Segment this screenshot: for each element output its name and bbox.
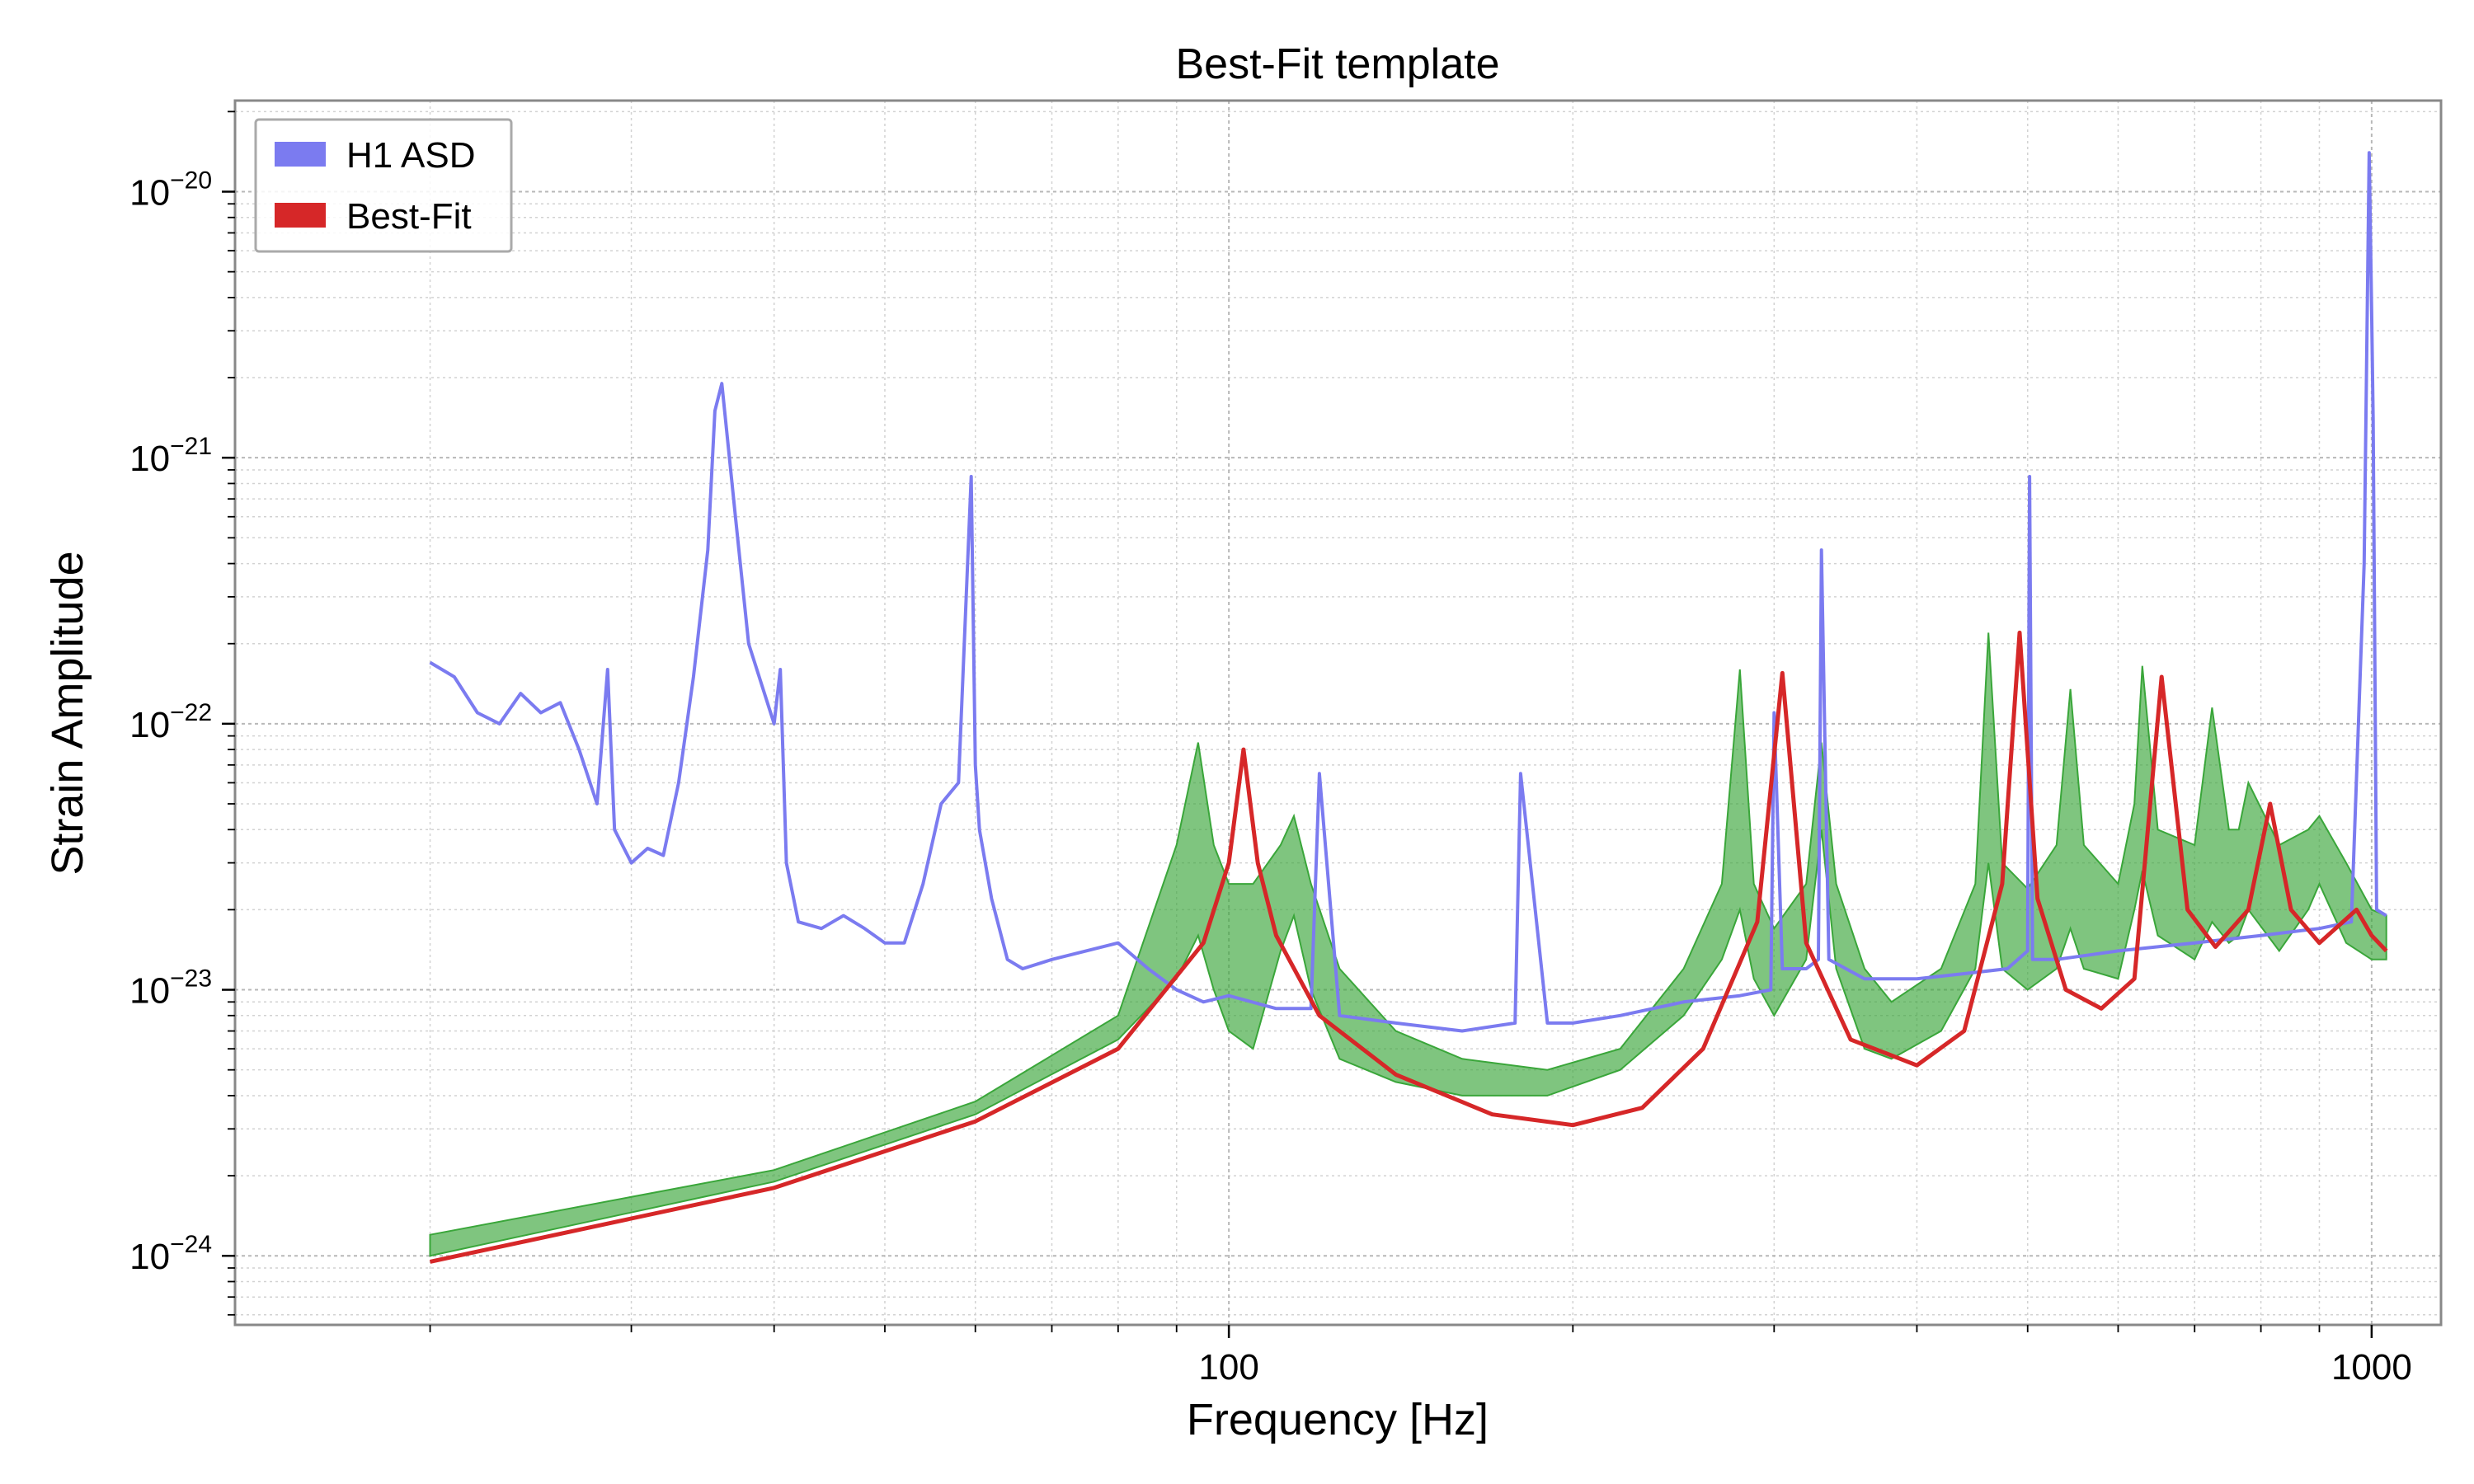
band-layer (429, 632, 2387, 1257)
best-fit-layer (429, 630, 2388, 1264)
best-fit-line (429, 630, 2388, 1264)
legend-label-best-fit: Best-Fit (346, 196, 472, 237)
legend-swatch-best-fit (275, 203, 326, 228)
y-tick-label: 10−24 (129, 1231, 212, 1277)
chart-title: Best-Fit template (1175, 40, 1499, 88)
legend: H1 ASD Best-Fit (254, 118, 513, 253)
fit-uncertainty-band (429, 632, 2387, 1257)
asd-layer (429, 151, 2387, 1033)
y-axis-ticks: 10−24 10−23 10−22 10−21 10−20 (129, 110, 235, 1316)
h1-asd-line (429, 151, 2387, 1033)
x-axis-label: Frequency [Hz] (1187, 1395, 1489, 1444)
y-tick-label: 10−23 (129, 965, 212, 1012)
legend-label-asd: H1 ASD (346, 135, 476, 176)
x-tick-label: 1000 (2331, 1347, 2412, 1388)
legend-swatch-asd (275, 142, 326, 167)
y-tick-label: 10−22 (129, 699, 212, 745)
y-tick-label: 10−20 (129, 167, 212, 213)
plot-frame (233, 99, 2443, 1327)
plot-area (233, 99, 2443, 1327)
y-axis-label: Strain Amplitude (43, 551, 92, 875)
x-tick-label: 100 (1198, 1347, 1258, 1388)
x-axis-ticks: 100 1000 (429, 1325, 2412, 1388)
y-tick-label: 10−21 (129, 433, 212, 479)
